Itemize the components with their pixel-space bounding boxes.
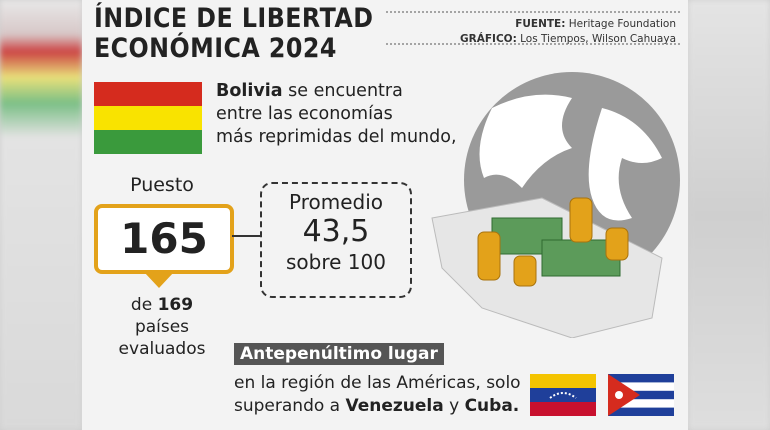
- regional-line: en la región de las Américas, solo: [234, 373, 521, 393]
- title-line: ÍNDICE DE LIBERTAD: [94, 3, 374, 34]
- total: 169: [157, 295, 194, 315]
- country: Bolivia: [216, 81, 283, 101]
- venezuela-flag: [530, 374, 596, 416]
- source: FUENTE: Heritage Foundation: [515, 18, 676, 30]
- credit: GRÁFICO: Los Tiempos, Wilson Cahuaya: [460, 33, 676, 45]
- of: de: [130, 295, 153, 315]
- background-blur: [0, 0, 82, 430]
- cuba-flag: [608, 374, 674, 416]
- bolivia-flag: [94, 82, 202, 154]
- dotted-rules: [386, 11, 682, 45]
- rank-total: de 169 países evaluados: [92, 294, 232, 360]
- intro-line: entre las economías: [216, 104, 393, 124]
- connector: [232, 235, 262, 237]
- evaluated: países: [134, 317, 190, 337]
- title: ÍNDICE DE LIBERTAD ECONÓMICA 2024: [94, 4, 373, 64]
- evaluated: evaluados: [118, 339, 206, 359]
- title-line: ECONÓMICA 2024: [94, 33, 337, 64]
- infographic: ÍNDICE DE LIBERTAD ECONÓMICA 2024 FUENTE…: [82, 0, 688, 430]
- country: Venezuela: [345, 396, 444, 416]
- rank-label: Puesto: [130, 174, 194, 196]
- intro: Bolivia se encuentra entre las economías…: [216, 80, 457, 149]
- intro-line: se encuentra: [288, 81, 403, 101]
- average-scale: sobre 100: [286, 250, 386, 274]
- regional-text: en la región de las Américas, solo super…: [234, 372, 521, 418]
- intro-line: más reprimidas del mundo,: [216, 127, 457, 147]
- conj: y: [449, 396, 460, 416]
- background-blur: [688, 0, 770, 430]
- average-value: 43,5: [302, 214, 370, 249]
- pointer: [144, 272, 174, 288]
- regional-line: superando a: [234, 396, 341, 416]
- country: Cuba.: [464, 396, 520, 416]
- rank-value: 165: [94, 204, 234, 274]
- average-label: Promedio: [288, 190, 383, 214]
- regional-tag: Antepenúltimo lugar: [234, 343, 444, 365]
- average-box: Promedio 43,5 sobre 100: [260, 182, 412, 298]
- globe-illustration: [431, 72, 680, 338]
